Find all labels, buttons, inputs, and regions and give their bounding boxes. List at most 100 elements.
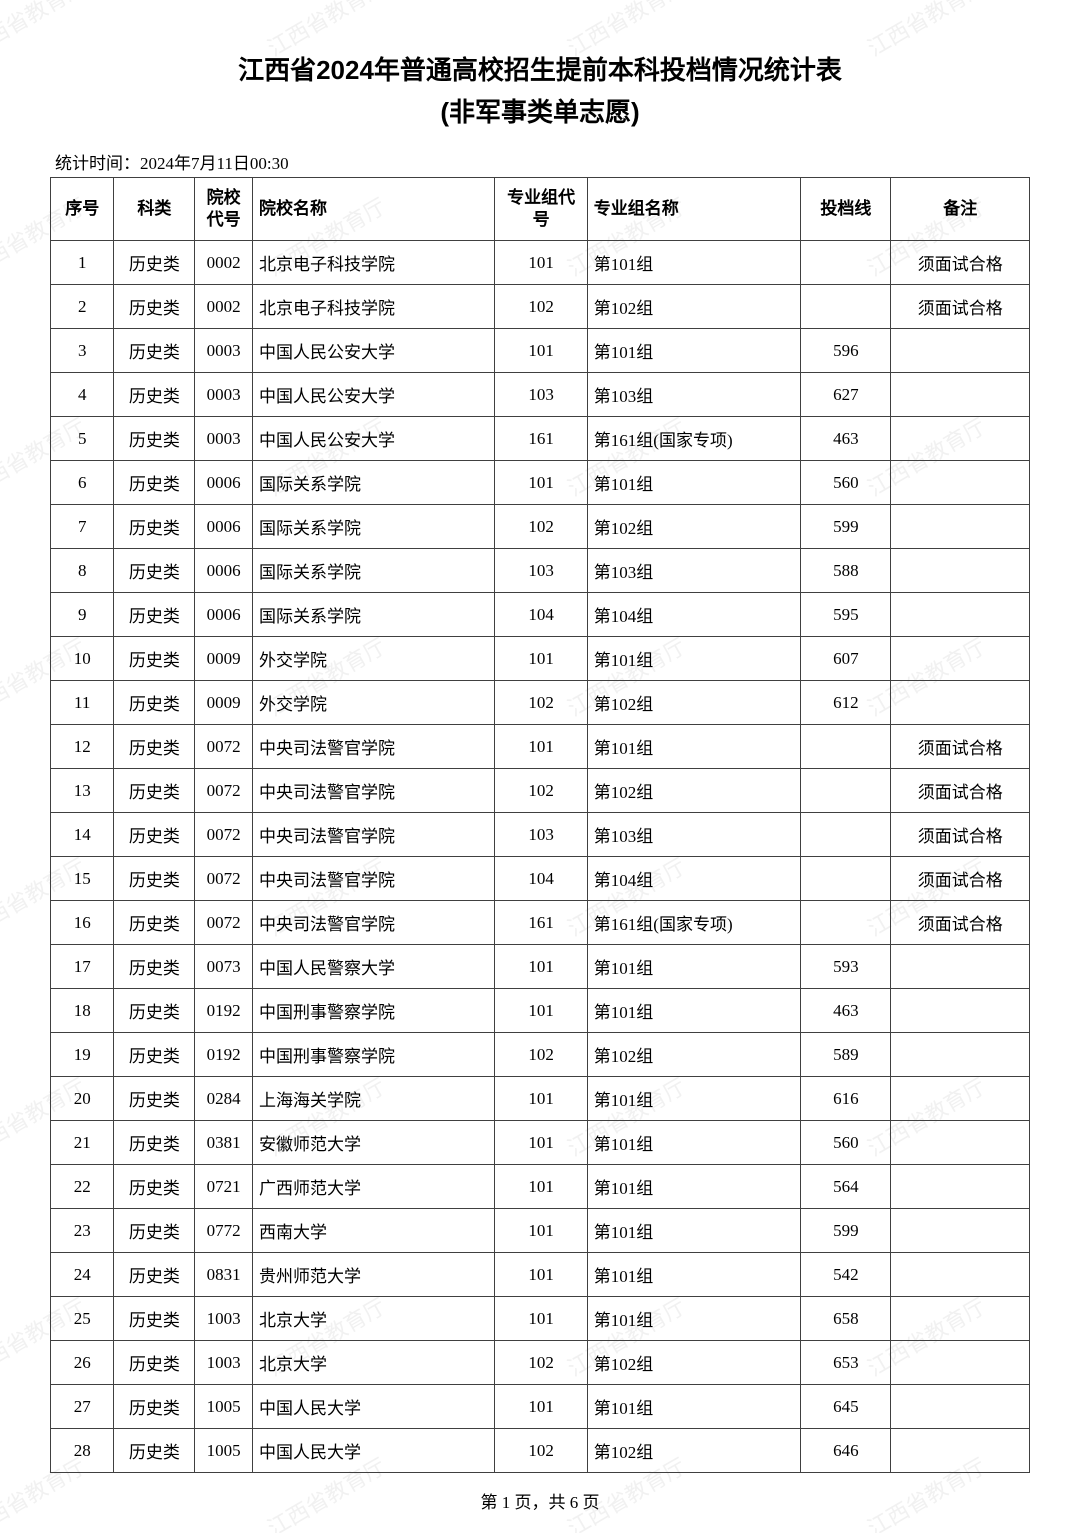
cell-remark <box>891 1033 1030 1077</box>
cell-remark <box>891 1297 1030 1341</box>
cell-remark <box>891 1077 1030 1121</box>
cell-school-code: 0072 <box>195 769 253 813</box>
cell-score: 627 <box>801 373 891 417</box>
cell-school-code: 1005 <box>195 1385 253 1429</box>
cell-seq: 17 <box>51 945 114 989</box>
cell-group-code: 104 <box>495 857 587 901</box>
cell-seq: 28 <box>51 1429 114 1473</box>
page-subtitle: (非军事类单志愿) <box>50 92 1030 129</box>
cell-school-code: 0831 <box>195 1253 253 1297</box>
cell-school-name: 中国人民公安大学 <box>253 329 495 373</box>
cell-category: 历史类 <box>114 1209 195 1253</box>
cell-school-name: 中国人民大学 <box>253 1385 495 1429</box>
table-row: 15历史类0072中央司法警官学院104第104组须面试合格 <box>51 857 1030 901</box>
cell-group-code: 103 <box>495 813 587 857</box>
cell-group-code: 101 <box>495 1209 587 1253</box>
cell-seq: 20 <box>51 1077 114 1121</box>
cell-group-code: 161 <box>495 417 587 461</box>
cell-category: 历史类 <box>114 285 195 329</box>
cell-school-code: 0721 <box>195 1165 253 1209</box>
cell-school-code: 0006 <box>195 505 253 549</box>
cell-remark <box>891 945 1030 989</box>
cell-seq: 7 <box>51 505 114 549</box>
cell-group-name: 第101组 <box>587 461 801 505</box>
cell-remark <box>891 637 1030 681</box>
table-row: 14历史类0072中央司法警官学院103第103组须面试合格 <box>51 813 1030 857</box>
cell-group-name: 第103组 <box>587 549 801 593</box>
cell-group-code: 101 <box>495 989 587 1033</box>
cell-seq: 21 <box>51 1121 114 1165</box>
cell-category: 历史类 <box>114 461 195 505</box>
cell-school-name: 国际关系学院 <box>253 549 495 593</box>
cell-group-code: 101 <box>495 1253 587 1297</box>
table-row: 27历史类1005中国人民大学101第101组645 <box>51 1385 1030 1429</box>
cell-school-name: 国际关系学院 <box>253 505 495 549</box>
cell-group-name: 第101组 <box>587 1121 801 1165</box>
cell-score: 599 <box>801 1209 891 1253</box>
cell-group-code: 102 <box>495 1341 587 1385</box>
cell-school-name: 中国人民公安大学 <box>253 373 495 417</box>
cell-seq: 26 <box>51 1341 114 1385</box>
table-row: 13历史类0072中央司法警官学院102第102组须面试合格 <box>51 769 1030 813</box>
cell-category: 历史类 <box>114 637 195 681</box>
cell-school-name: 北京电子科技学院 <box>253 285 495 329</box>
cell-category: 历史类 <box>114 769 195 813</box>
cell-score: 616 <box>801 1077 891 1121</box>
table-header-row: 序号 科类 院校代号 院校名称 专业组代号 专业组名称 投档线 备注 <box>51 178 1030 241</box>
cell-category: 历史类 <box>114 1121 195 1165</box>
cell-remark <box>891 1121 1030 1165</box>
cell-category: 历史类 <box>114 813 195 857</box>
table-row: 5历史类0003中国人民公安大学161第161组(国家专项)463 <box>51 417 1030 461</box>
cell-remark <box>891 1165 1030 1209</box>
table-row: 28历史类1005中国人民大学102第102组646 <box>51 1429 1030 1473</box>
cell-remark <box>891 549 1030 593</box>
pagination: 第 1 页，共 6 页 <box>50 1488 1030 1513</box>
cell-group-code: 104 <box>495 593 587 637</box>
cell-score <box>801 857 891 901</box>
cell-remark: 须面试合格 <box>891 769 1030 813</box>
cell-score: 599 <box>801 505 891 549</box>
table-row: 1历史类0002北京电子科技学院101第101组须面试合格 <box>51 241 1030 285</box>
table-row: 9历史类0006国际关系学院104第104组595 <box>51 593 1030 637</box>
cell-seq: 23 <box>51 1209 114 1253</box>
pagination-current: 1 <box>502 1493 511 1512</box>
cell-school-name: 外交学院 <box>253 681 495 725</box>
cell-school-code: 0003 <box>195 417 253 461</box>
cell-school-name: 中央司法警官学院 <box>253 769 495 813</box>
cell-category: 历史类 <box>114 329 195 373</box>
cell-school-code: 0002 <box>195 241 253 285</box>
header-school-name: 院校名称 <box>253 178 495 241</box>
cell-group-name: 第101组 <box>587 1385 801 1429</box>
cell-score <box>801 813 891 857</box>
cell-remark <box>891 417 1030 461</box>
cell-seq: 24 <box>51 1253 114 1297</box>
cell-school-name: 中央司法警官学院 <box>253 901 495 945</box>
cell-seq: 14 <box>51 813 114 857</box>
cell-score: 463 <box>801 989 891 1033</box>
cell-category: 历史类 <box>114 241 195 285</box>
cell-school-code: 0006 <box>195 549 253 593</box>
cell-category: 历史类 <box>114 989 195 1033</box>
cell-score <box>801 725 891 769</box>
cell-category: 历史类 <box>114 1429 195 1473</box>
cell-score: 607 <box>801 637 891 681</box>
table-row: 19历史类0192中国刑事警察学院102第102组589 <box>51 1033 1030 1077</box>
header-score: 投档线 <box>801 178 891 241</box>
cell-score: 653 <box>801 1341 891 1385</box>
cell-score: 560 <box>801 1121 891 1165</box>
cell-remark <box>891 1253 1030 1297</box>
cell-school-name: 国际关系学院 <box>253 461 495 505</box>
page-title: 江西省2024年普通高校招生提前本科投档情况统计表 <box>50 50 1030 87</box>
document-content: 江西省2024年普通高校招生提前本科投档情况统计表 (非军事类单志愿) 统计时间… <box>50 50 1030 1513</box>
table-row: 21历史类0381安徽师范大学101第101组560 <box>51 1121 1030 1165</box>
cell-remark <box>891 373 1030 417</box>
pagination-middle: 页，共 <box>510 1493 570 1512</box>
cell-school-name: 外交学院 <box>253 637 495 681</box>
cell-school-name: 西南大学 <box>253 1209 495 1253</box>
cell-group-name: 第102组 <box>587 505 801 549</box>
cell-group-code: 103 <box>495 549 587 593</box>
cell-seq: 13 <box>51 769 114 813</box>
cell-school-code: 1003 <box>195 1341 253 1385</box>
cell-score: 645 <box>801 1385 891 1429</box>
cell-score: 588 <box>801 549 891 593</box>
